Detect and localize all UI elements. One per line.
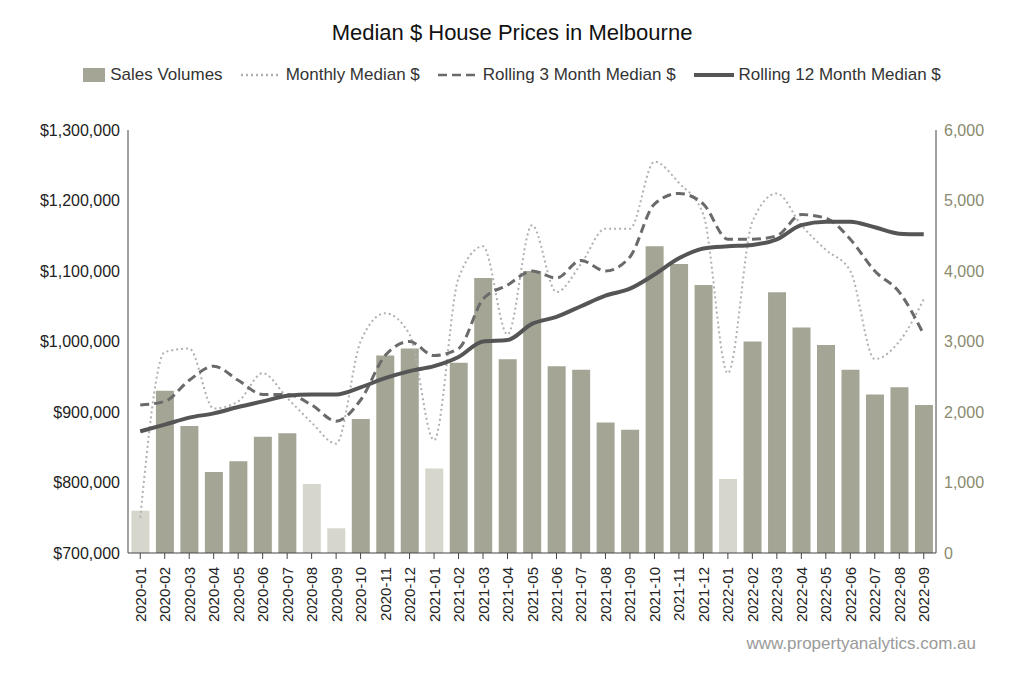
svg-text:2022-01: 2022-01 — [719, 567, 736, 622]
svg-text:5,000: 5,000 — [944, 192, 984, 209]
svg-text:2020-10: 2020-10 — [352, 567, 369, 622]
svg-text:2022-05: 2022-05 — [817, 567, 834, 622]
html-text:Rolling 3 Month Median $: Rolling 3 Month Median $ — [482, 65, 676, 84]
svg-text:2020-09: 2020-09 — [328, 567, 345, 622]
svg-text:$800,000: $800,000 — [53, 474, 120, 491]
svg-text:$1,200,000: $1,200,000 — [40, 192, 120, 209]
html-text:www.propertyanalytics.com.au: www.propertyanalytics.com.au — [746, 634, 976, 653]
svg-text:2022-07: 2022-07 — [866, 567, 883, 622]
svg-text:2022-09: 2022-09 — [915, 567, 932, 622]
svg-text:2,000: 2,000 — [944, 404, 984, 421]
svg-text:2021-11: 2021-11 — [670, 567, 687, 621]
svg-text:2021-08: 2021-08 — [597, 567, 614, 622]
svg-text:2022-08: 2022-08 — [891, 567, 908, 622]
html-text:Sales Volumes: Sales Volumes — [110, 65, 223, 84]
svg-text:$700,000: $700,000 — [53, 545, 120, 562]
svg-text:2020-03: 2020-03 — [181, 567, 198, 622]
svg-text:2021-01: 2021-01 — [426, 567, 443, 622]
svg-text:2022-03: 2022-03 — [768, 567, 785, 622]
svg-text:2022-06: 2022-06 — [842, 567, 859, 622]
svg-text:2021-07: 2021-07 — [572, 567, 589, 622]
svg-text:2020-02: 2020-02 — [156, 567, 173, 622]
html-text:Rolling 12 Month Median $: Rolling 12 Month Median $ — [738, 65, 941, 84]
svg-text:0: 0 — [944, 545, 953, 562]
svg-text:2021-03: 2021-03 — [475, 567, 492, 622]
svg-text:$900,000: $900,000 — [53, 404, 120, 421]
svg-text:2022-04: 2022-04 — [793, 567, 810, 622]
svg-text:$1,000,000: $1,000,000 — [40, 333, 120, 350]
svg-text:2020-08: 2020-08 — [303, 567, 320, 622]
svg-text:$1,100,000: $1,100,000 — [40, 263, 120, 280]
svg-text:2020-05: 2020-05 — [230, 567, 247, 622]
svg-text:2021-12: 2021-12 — [695, 567, 712, 622]
svg-text:2021-09: 2021-09 — [621, 567, 638, 622]
svg-text:2021-05: 2021-05 — [524, 567, 541, 622]
svg-text:2020-01: 2020-01 — [132, 567, 149, 622]
svg-text:4,000: 4,000 — [944, 263, 984, 280]
svg-text:2020-04: 2020-04 — [205, 567, 222, 622]
svg-text:2020-12: 2020-12 — [401, 567, 418, 622]
svg-text:2020-07: 2020-07 — [279, 567, 296, 622]
svg-text:3,000: 3,000 — [944, 333, 984, 350]
svg-text:6,000: 6,000 — [944, 122, 984, 139]
svg-text:2021-02: 2021-02 — [450, 567, 467, 622]
svg-text:2021-06: 2021-06 — [548, 567, 565, 622]
html-text:Monthly Median $: Monthly Median $ — [285, 65, 420, 84]
svg-text:$1,300,000: $1,300,000 — [40, 122, 120, 139]
svg-text:2022-02: 2022-02 — [744, 567, 761, 622]
svg-text:2021-10: 2021-10 — [646, 567, 663, 622]
svg-text:2020-06: 2020-06 — [254, 567, 271, 622]
svg-text:1,000: 1,000 — [944, 474, 984, 491]
svg-text:2020-11: 2020-11 — [377, 567, 394, 621]
svg-text:2021-04: 2021-04 — [499, 567, 516, 622]
html-text:Median $ House Prices in Melbo: Median $ House Prices in Melbourne — [331, 20, 693, 45]
